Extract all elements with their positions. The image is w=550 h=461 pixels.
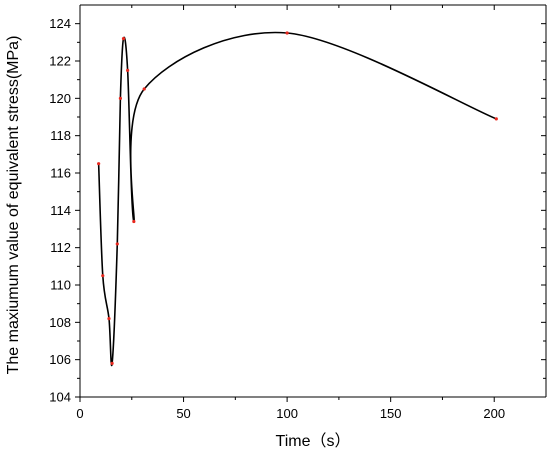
- data-point: [101, 274, 105, 278]
- series: [97, 31, 498, 367]
- data-point: [132, 219, 136, 224]
- data-point: [110, 361, 114, 365]
- x-tick-label: 150: [380, 406, 402, 421]
- y-tick-label: 110: [50, 278, 71, 293]
- y-tick-label: 108: [49, 315, 71, 330]
- data-point: [285, 31, 289, 35]
- y-tick-label: 122: [49, 54, 71, 69]
- x-axis-title: Time（s）: [276, 432, 351, 450]
- data-point: [118, 96, 122, 100]
- data-point: [494, 117, 498, 121]
- series-line: [97, 31, 497, 367]
- y-tick-label: 104: [49, 390, 71, 405]
- x-tick-label: 100: [276, 406, 298, 421]
- data-point: [97, 162, 101, 166]
- y-tick-label: 120: [49, 91, 71, 106]
- axes: [79, 4, 547, 398]
- data-point: [121, 37, 126, 41]
- data-point: [126, 68, 130, 72]
- data-point: [115, 242, 119, 246]
- data-point: [107, 317, 111, 321]
- y-tick-label: 116: [50, 166, 71, 181]
- y-tick-label: 124: [49, 16, 71, 31]
- y-axis-title: The maxiumum value of equivalent stress(…: [5, 36, 22, 375]
- x-tick-label: 50: [176, 406, 190, 421]
- data-point: [142, 87, 146, 91]
- y-tick-label: 118: [50, 128, 71, 143]
- ticks: 0 50 100 150 200 104 106 108 110 112 114 116 118 120 1…: [49, 5, 546, 421]
- y-tick-label: 112: [50, 240, 71, 255]
- x-tick-label: 200: [483, 406, 505, 421]
- y-tick-label: 106: [49, 352, 71, 367]
- x-tick-label: 0: [76, 406, 83, 421]
- y-tick-label: 114: [50, 203, 71, 218]
